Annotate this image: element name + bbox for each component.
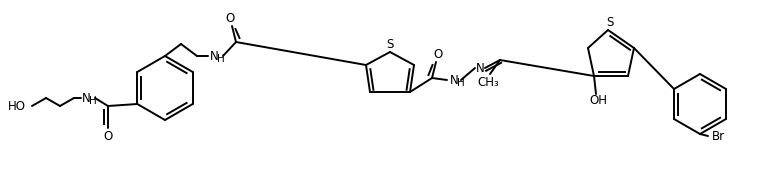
- Text: H: H: [89, 96, 97, 106]
- Text: H: H: [457, 78, 465, 88]
- Text: N: N: [82, 92, 90, 104]
- Text: S: S: [386, 37, 393, 51]
- Text: N: N: [475, 61, 485, 75]
- Text: S: S: [606, 16, 614, 30]
- Text: N: N: [209, 50, 219, 62]
- Text: O: O: [434, 47, 443, 61]
- Text: H: H: [217, 54, 225, 64]
- Text: O: O: [104, 130, 113, 142]
- Text: OH: OH: [589, 94, 607, 107]
- Text: Br: Br: [712, 130, 725, 142]
- Text: HO: HO: [8, 100, 26, 113]
- Text: N: N: [450, 74, 458, 86]
- Text: O: O: [226, 12, 235, 24]
- Text: CH₃: CH₃: [477, 75, 499, 89]
